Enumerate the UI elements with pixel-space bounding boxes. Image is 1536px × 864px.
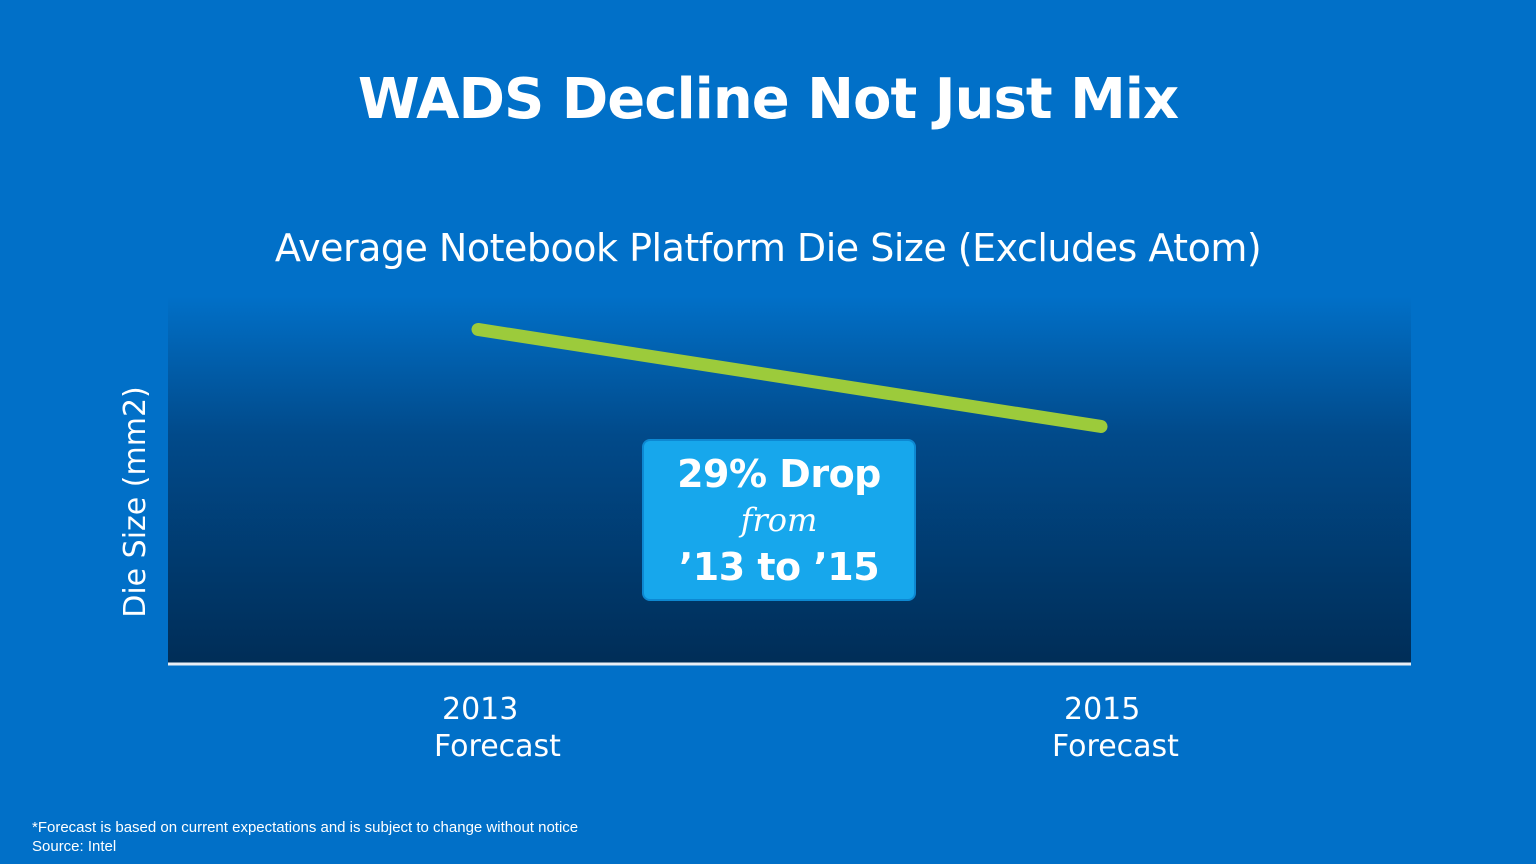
- x-tick-2015: 2015 Forecast: [1052, 691, 1179, 765]
- series-line: [471, 322, 1108, 433]
- slide-title: WADS Decline Not Just Mix: [357, 67, 1179, 132]
- drop-callout: 29% Drop from ’13 to ’15: [642, 439, 916, 601]
- x-tick-year: 2013: [442, 692, 519, 727]
- y-axis-label: Die Size (mm2): [118, 386, 153, 618]
- chart-title: Average Notebook Platform Die Size (Excl…: [274, 226, 1262, 270]
- footnote-source: Source: Intel: [32, 838, 117, 855]
- x-tick-2013: 2013 Forecast: [434, 691, 561, 765]
- callout-range: ’13 to ’15: [678, 545, 880, 589]
- callout-connector: from: [740, 501, 818, 539]
- callout-headline: 29% Drop: [677, 452, 881, 496]
- data-point-2015: [1095, 420, 1107, 433]
- data-point-2013: [472, 323, 484, 336]
- series-layer: [471, 322, 1108, 433]
- x-tick-year: 2015: [1064, 692, 1141, 727]
- x-tick-note: Forecast: [1052, 729, 1179, 764]
- x-tick-note: Forecast: [434, 729, 561, 764]
- footnote: *Forecast is based on current expectatio…: [32, 818, 578, 856]
- footnote-disclaimer: *Forecast is based on current expectatio…: [32, 819, 579, 836]
